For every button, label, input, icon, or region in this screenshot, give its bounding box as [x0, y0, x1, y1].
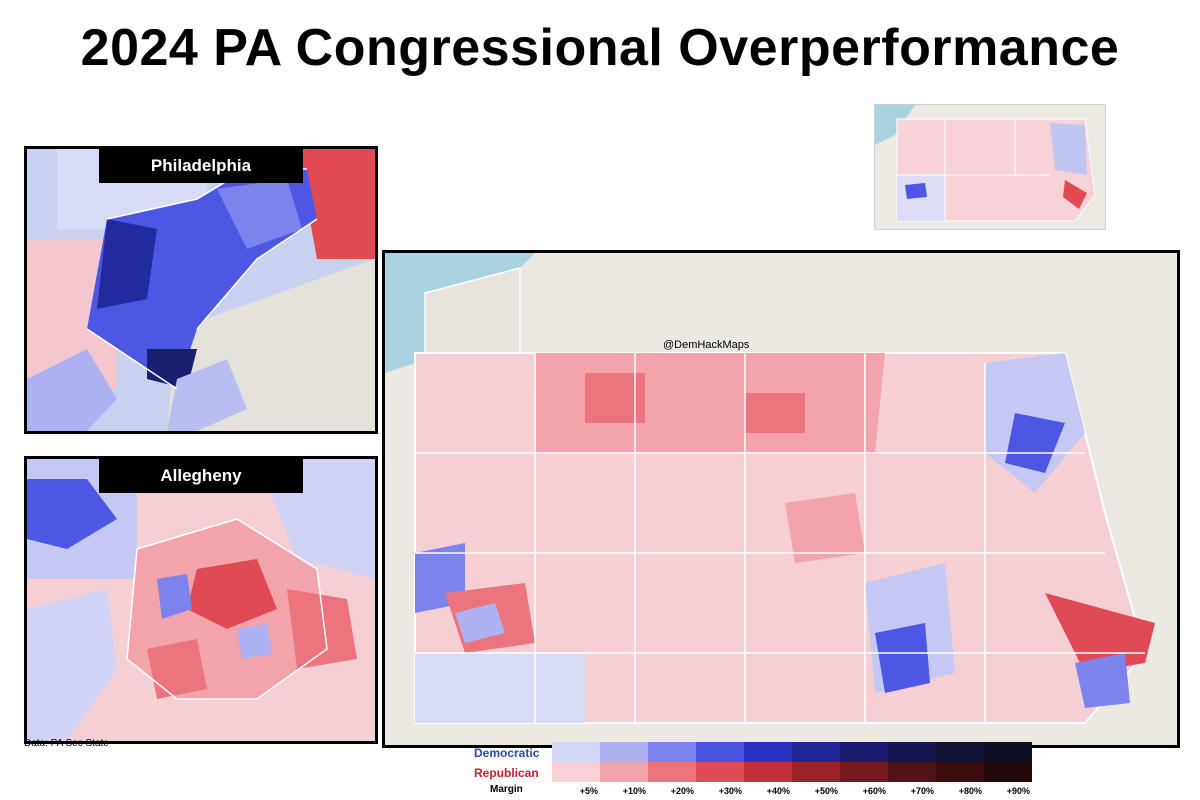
pennsylvania-map-graphic — [385, 253, 1177, 745]
legend-dem-swatch-4 — [696, 742, 744, 762]
legend-dem-swatch-9 — [936, 742, 984, 762]
legend-rep-swatch-5 — [744, 762, 792, 782]
data-source-credit: Data: PA Sec State — [24, 738, 109, 749]
legend-tick-6: +50% — [814, 786, 838, 796]
legend-dem-swatch-3 — [648, 742, 696, 762]
legend-tick-1: +5% — [579, 786, 598, 796]
legend-rep-swatch-4 — [696, 762, 744, 782]
watermark: @DemHackMaps — [663, 339, 750, 351]
philadelphia-label: Philadelphia — [99, 149, 303, 183]
legend-democratic-label: Democratic — [474, 746, 540, 760]
legend-tick-7: +60% — [862, 786, 886, 796]
legend-dem-swatch-7 — [840, 742, 888, 762]
allegheny-label: Allegheny — [99, 459, 303, 493]
allegheny-inset-map[interactable]: Allegheny — [24, 456, 378, 744]
legend-dem-swatch-8 — [888, 742, 936, 762]
legend-rep-swatch-3 — [648, 762, 696, 782]
allegheny-map-graphic — [27, 459, 375, 741]
legend-rep-swatch-1 — [552, 762, 600, 782]
legend-tick-3: +20% — [670, 786, 694, 796]
legend-tick-10: +90% — [1006, 786, 1030, 796]
legend-republican-scale — [552, 762, 1032, 782]
legend-tick-9: +80% — [958, 786, 982, 796]
legend-rep-swatch-10 — [984, 762, 1032, 782]
legend-rep-swatch-7 — [840, 762, 888, 782]
legend-margin-label: Margin — [490, 784, 523, 795]
margin-legend: Democratic Republican Margin +5% +10% +20%… — [460, 742, 1090, 798]
legend-dem-swatch-1 — [552, 742, 600, 762]
legend-tick-labels: +5% +10% +20% +30% +40% +50% +60% +70% +80% +90% — [552, 786, 1032, 796]
legend-tick-4: +30% — [718, 786, 742, 796]
legend-republican-label: Republican — [474, 766, 539, 780]
legend-democratic-scale — [552, 742, 1032, 762]
legend-dem-swatch-6 — [792, 742, 840, 762]
pennsylvania-main-map[interactable]: @DemHackMaps — [382, 250, 1180, 748]
legend-rep-swatch-6 — [792, 762, 840, 782]
philadelphia-map-graphic — [27, 149, 375, 431]
legend-rep-swatch-2 — [600, 762, 648, 782]
legend-dem-swatch-5 — [744, 742, 792, 762]
legend-tick-5: +40% — [766, 786, 790, 796]
philadelphia-inset-map[interactable]: Philadelphia — [24, 146, 378, 434]
legend-dem-swatch-10 — [984, 742, 1032, 762]
page-title: 2024 PA Congressional Overperformance — [80, 19, 1120, 77]
legend-rep-swatch-9 — [936, 762, 984, 782]
locator-map-graphic — [875, 105, 1105, 229]
locator-map — [874, 104, 1106, 230]
legend-dem-swatch-2 — [600, 742, 648, 762]
legend-rep-swatch-8 — [888, 762, 936, 782]
legend-tick-8: +70% — [910, 786, 934, 796]
legend-tick-2: +10% — [622, 786, 646, 796]
